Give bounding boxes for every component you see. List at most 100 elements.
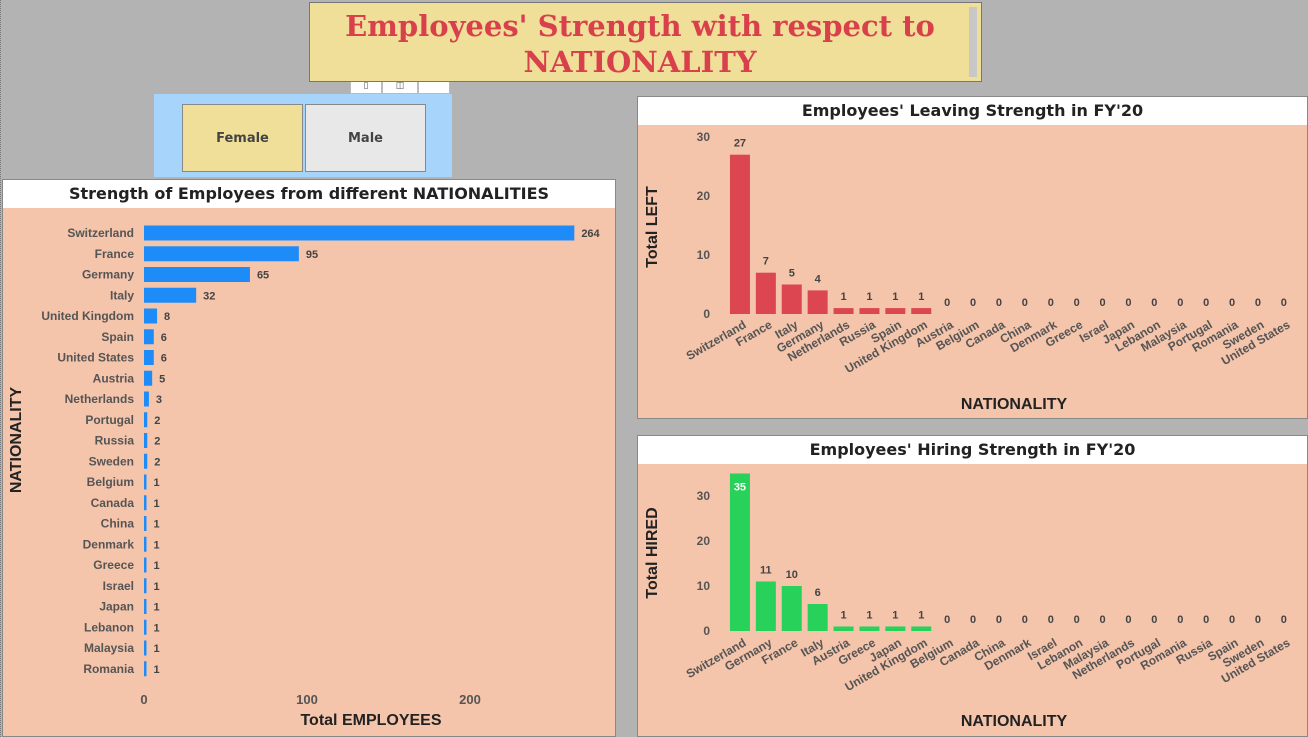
title-scrollbar[interactable]: [969, 7, 977, 77]
nationality-bar-japan[interactable]: [144, 599, 147, 614]
leaving-bar-italy[interactable]: [781, 284, 802, 315]
hiring-value-portugal: 0: [1151, 614, 1157, 626]
nationality-value-china: 1: [154, 519, 160, 531]
leaving-chart-title: Employees' Leaving Strength in FY'20: [638, 97, 1307, 125]
leaving-value-netherlands: 1: [840, 291, 846, 303]
nationality-bar-lebanon[interactable]: [144, 619, 147, 635]
hiring-y-tick-30: 30: [697, 489, 711, 503]
nationality-tick-israel: Israel: [103, 579, 134, 593]
hiring-strength-chart-panel: Employees' Hiring Strength in FY'20 0 10 2…: [637, 435, 1308, 737]
hiring-bar-germany[interactable]: [755, 581, 776, 632]
report-title: Employees' Strength with respect to NATI…: [310, 8, 970, 80]
nationality-tick-china: China: [101, 517, 135, 531]
hiring-bar-france[interactable]: [781, 586, 802, 631]
hiring-bar-greece[interactable]: [859, 626, 880, 632]
leaving-bar-united-kingdom[interactable]: [911, 308, 932, 314]
hiring-value-romania: 0: [1177, 614, 1183, 626]
nationality-bar-switzerland[interactable]: [144, 225, 575, 241]
nationality-bar-italy[interactable]: [144, 287, 197, 303]
nationality-tick-germany: Germany: [82, 268, 134, 282]
hiring-value-lebanon: 0: [1074, 614, 1080, 626]
leaving-bar-germany[interactable]: [807, 290, 828, 314]
hiring-value-sweden: 0: [1255, 614, 1261, 626]
nationality-bar-france[interactable]: [144, 246, 299, 262]
hiring-y-tick-10: 10: [697, 579, 711, 593]
nationality-bar-greece[interactable]: [144, 557, 147, 573]
report-title-line2: NATIONALITY: [523, 45, 757, 79]
leaving-strength-chart-panel: Employees' Leaving Strength in FY'20 0 1 0…: [637, 96, 1308, 419]
nationality-tick-united-kingdom: United Kingdom: [41, 309, 134, 323]
hiring-value-belgium: 0: [944, 614, 950, 626]
hiring-bar-chart: 010203035Switzerland11Germany10France6It…: [644, 473, 1293, 730]
nationality-bar-austria[interactable]: [144, 370, 153, 386]
slicer-toolbar-clear-icon[interactable]: [418, 82, 450, 94]
nationality-tick-japan: Japan: [99, 600, 134, 614]
report-title-line1: Employees' Strength with respect to: [345, 9, 935, 43]
nationality-bar-portugal[interactable]: [144, 412, 148, 428]
leaving-value-denmark: 0: [1048, 297, 1054, 309]
nationality-value-lebanon: 1: [154, 622, 160, 634]
nationality-value-united-kingdom: 8: [164, 311, 170, 323]
hiring-value-israel: 0: [1048, 614, 1054, 626]
hiring-chart-title: Employees' Hiring Strength in FY'20: [638, 436, 1307, 464]
nationality-bar-belgium[interactable]: [144, 474, 147, 490]
hiring-bar-united-kingdom[interactable]: [911, 626, 932, 632]
nationality-tick-canada: Canada: [91, 496, 135, 510]
y-axis-title: NATIONALITY: [8, 386, 25, 493]
nationality-bar-china[interactable]: [144, 516, 147, 531]
nationality-value-portugal: 2: [154, 415, 160, 427]
slicer-male-button[interactable]: Male: [305, 104, 426, 172]
slicer-toolbar-multiselect-icon[interactable]: ◫: [382, 82, 418, 94]
leaving-bar-switzerland[interactable]: [729, 154, 750, 314]
slicer-toolbar-filter-icon[interactable]: ▯: [350, 82, 382, 94]
leaving-value-russia: 1: [866, 291, 872, 303]
nationality-bar-sweden[interactable]: [144, 453, 148, 469]
leaving-bar-france[interactable]: [755, 272, 776, 314]
hiring-value-canada: 0: [970, 614, 976, 626]
nationality-value-france: 95: [306, 249, 318, 261]
hiring-value-malaysia: 0: [1099, 614, 1105, 626]
leaving-x-axis-title: NATIONALITY: [961, 396, 1068, 413]
nationality-bar-israel[interactable]: [144, 578, 147, 594]
leaving-bar-spain[interactable]: [885, 308, 906, 314]
nationality-bar-netherlands[interactable]: [144, 391, 149, 407]
leaving-value-italy: 5: [789, 268, 795, 280]
hiring-value-china: 0: [996, 614, 1002, 626]
hiring-bar-austria[interactable]: [833, 626, 854, 632]
nationality-bar-spain[interactable]: [144, 329, 154, 345]
leaving-y-tick-30: 30: [697, 130, 711, 144]
nationality-tick-italy: Italy: [110, 288, 134, 302]
hiring-bar-italy[interactable]: [807, 604, 828, 631]
nationality-tick-united-states: United States: [57, 351, 134, 365]
leaving-value-malaysia: 0: [1177, 297, 1183, 309]
nationality-bar-germany[interactable]: [144, 267, 250, 282]
nationality-chart-title: Strength of Employees from different NAT…: [3, 180, 615, 208]
nationality-tick-denmark: Denmark: [83, 537, 135, 551]
nationality-tick-netherlands: Netherlands: [65, 392, 135, 406]
nationality-bar-canada[interactable]: [144, 495, 147, 511]
nationality-bar-russia[interactable]: [144, 433, 148, 448]
leaving-bar-netherlands[interactable]: [833, 308, 854, 314]
leaving-value-greece: 0: [1074, 297, 1080, 309]
hiring-bar-japan[interactable]: [885, 626, 906, 632]
nationality-bar-malaysia[interactable]: [144, 640, 147, 656]
hiring-value-netherlands: 0: [1125, 614, 1131, 626]
nationality-bar-romania[interactable]: [144, 661, 147, 677]
gender-slicer: Female Male: [154, 94, 452, 177]
hiring-bar-switzerland[interactable]: [729, 473, 750, 632]
leaving-value-china: 0: [1022, 297, 1028, 309]
nationality-bar-denmark[interactable]: [144, 536, 147, 552]
leaving-value-united-states: 0: [1281, 297, 1287, 309]
report-title-box: Employees' Strength with respect to NATI…: [309, 2, 982, 82]
nationality-bar-united-states[interactable]: [144, 350, 154, 365]
nationality-bar-united-kingdom[interactable]: [144, 308, 158, 324]
nationality-strength-chart-panel: Strength of Employees from different NAT…: [2, 179, 616, 737]
nationality-value-spain: 6: [161, 332, 167, 344]
leaving-value-israel: 0: [1099, 297, 1105, 309]
slicer-female-button[interactable]: Female: [182, 104, 303, 172]
leaving-bar-russia[interactable]: [859, 308, 880, 314]
nationality-value-canada: 1: [154, 498, 160, 510]
nationality-value-netherlands: 3: [156, 394, 162, 406]
leaving-value-japan: 0: [1125, 297, 1131, 309]
left-border-guide: [0, 0, 2, 737]
